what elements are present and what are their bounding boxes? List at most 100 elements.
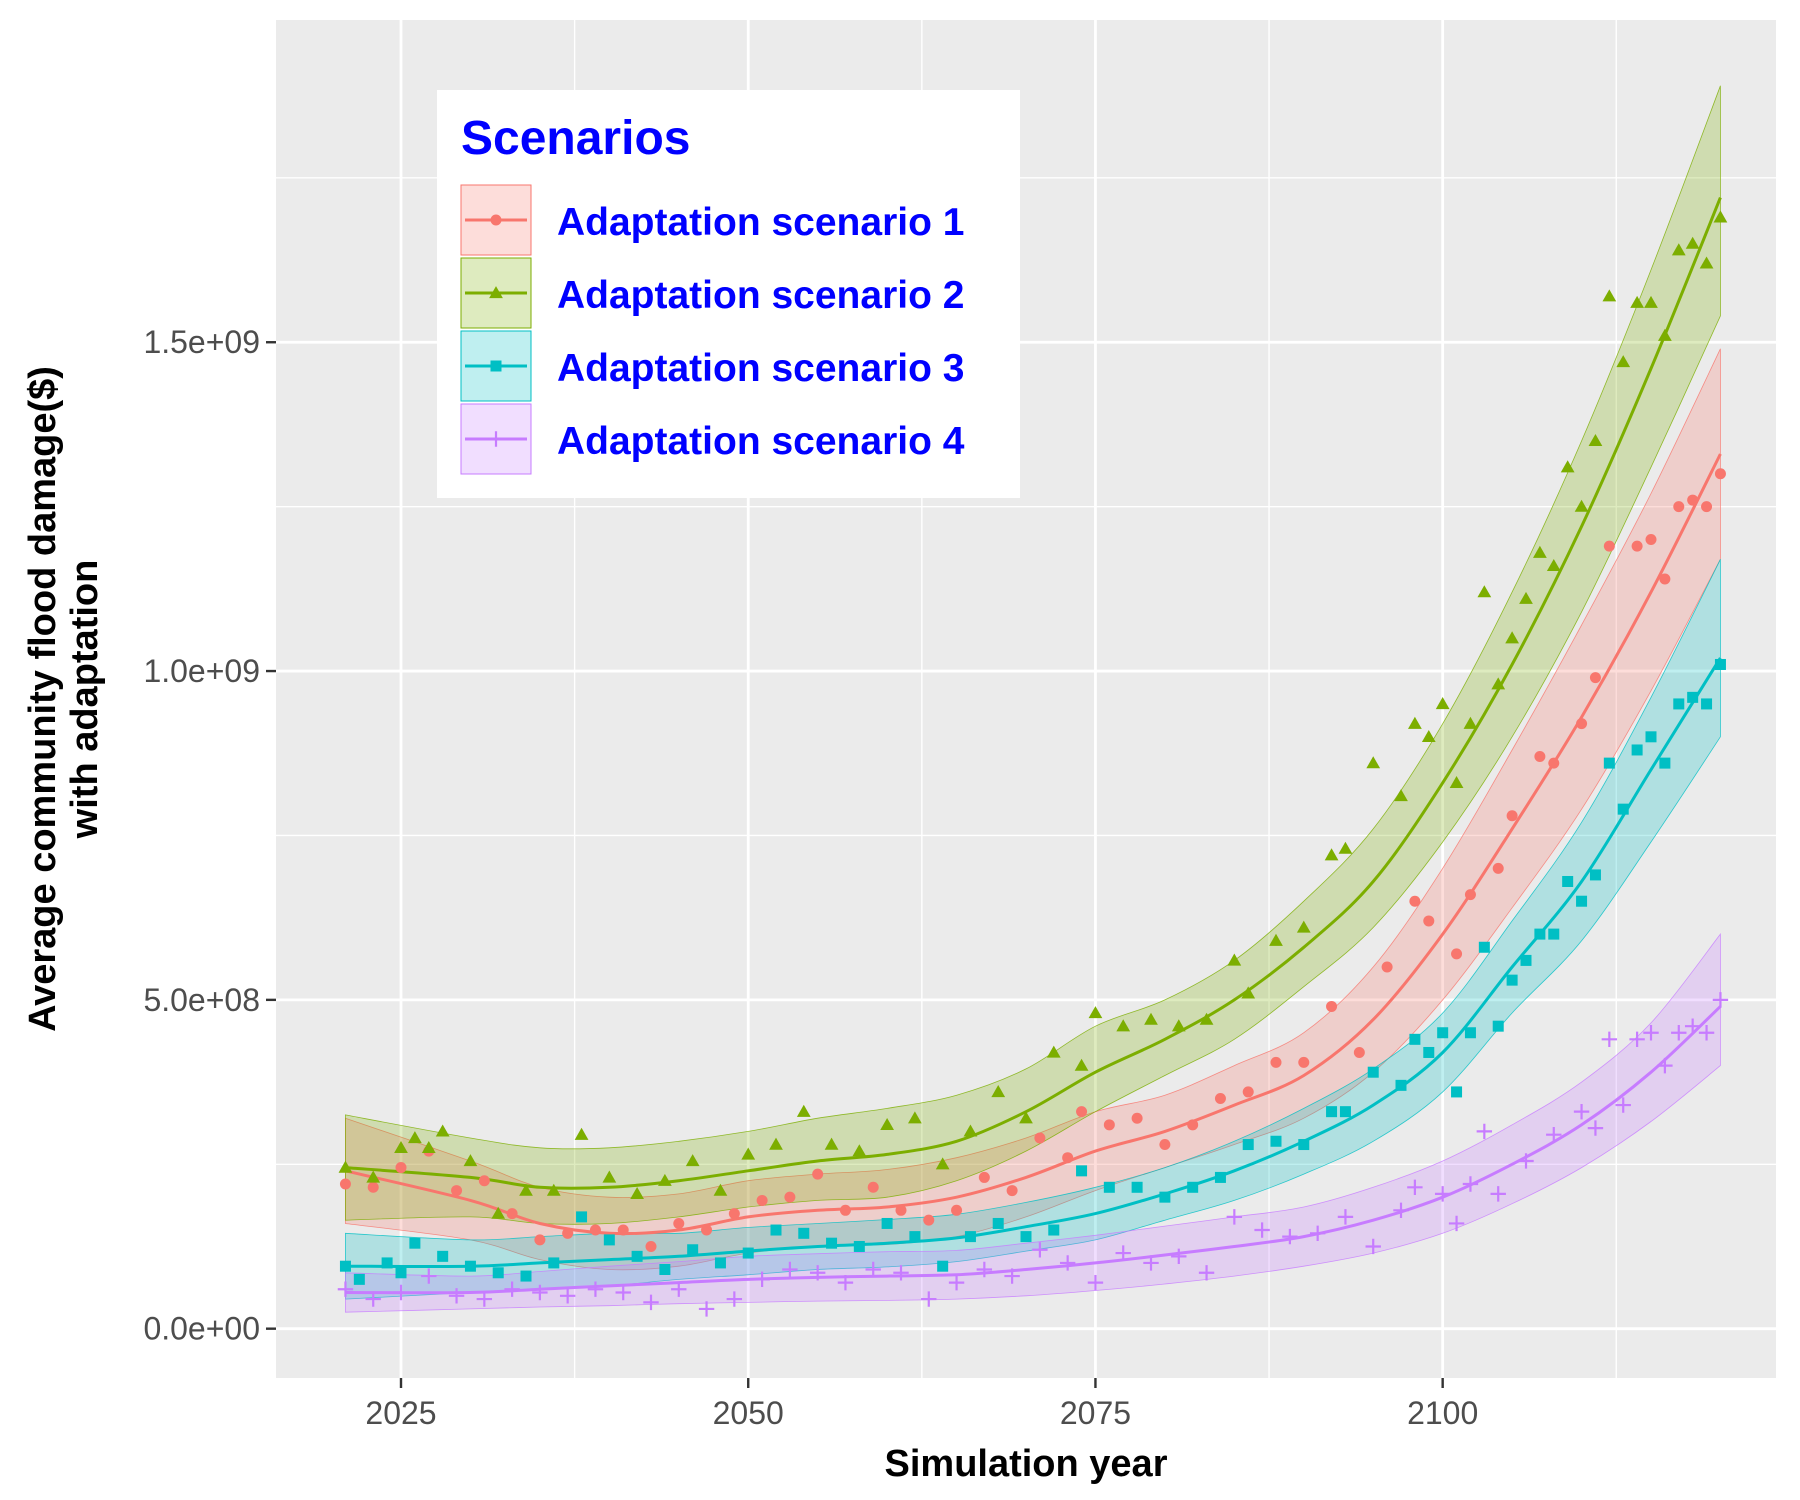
- data-point: [1574, 499, 1589, 512]
- data-point: [353, 1273, 365, 1285]
- data-point: [685, 1154, 700, 1167]
- data-point: [519, 1183, 533, 1196]
- data-point: [1712, 992, 1729, 1008]
- data-point: [1659, 573, 1671, 585]
- data-point: [1534, 751, 1546, 763]
- data-point: [1546, 558, 1561, 571]
- data-point: [1451, 948, 1463, 960]
- data-point: [1505, 631, 1519, 644]
- data-point: [1214, 1171, 1226, 1183]
- data-point: [852, 1144, 867, 1157]
- data-point: [701, 1224, 713, 1236]
- legend-items: Adaptation scenario 1 Adaptation scenario…: [460, 184, 965, 475]
- data-point: [673, 1217, 685, 1229]
- data-point: [532, 1284, 548, 1301]
- points-series-3: [339, 658, 1726, 1285]
- data-point: [1395, 1079, 1407, 1091]
- x-tick-label: 2075: [1060, 1395, 1131, 1431]
- data-point: [645, 1240, 657, 1252]
- data-point: [1434, 1186, 1451, 1202]
- data-point: [687, 1244, 699, 1256]
- data-point: [394, 1140, 408, 1153]
- data-point: [365, 1291, 381, 1307]
- data-point: [1588, 434, 1603, 447]
- data-point: [534, 1234, 546, 1246]
- y-tick-label: 0.0e+00: [143, 1311, 260, 1347]
- data-point: [1533, 545, 1547, 558]
- data-point: [421, 1268, 437, 1284]
- data-point: [1296, 920, 1311, 933]
- data-point: [1534, 928, 1546, 940]
- data-point: [1462, 1176, 1479, 1192]
- data-point: [881, 1217, 893, 1229]
- data-point: [1270, 1056, 1282, 1068]
- data-point: [935, 1157, 950, 1170]
- data-point: [1573, 1103, 1590, 1120]
- data-point: [1409, 895, 1421, 907]
- data-point: [1520, 954, 1532, 966]
- points-series-1: [339, 468, 1726, 1252]
- data-point: [1629, 1031, 1645, 1048]
- data-point: [1687, 691, 1699, 703]
- data-point: [1143, 1255, 1159, 1271]
- data-point: [1131, 1181, 1143, 1193]
- data-point: [1421, 729, 1436, 742]
- data-point: [1381, 961, 1393, 973]
- band-series-2: [345, 85, 1721, 1225]
- data-point: [1701, 698, 1713, 710]
- data-point: [435, 1124, 450, 1137]
- data-point: [1282, 1228, 1298, 1245]
- data-point: [1589, 672, 1601, 684]
- data-point: [1214, 1093, 1226, 1105]
- data-point: [1576, 718, 1588, 730]
- data-point: [658, 1173, 672, 1186]
- data-point: [741, 1147, 756, 1160]
- data-point: [1645, 731, 1657, 743]
- data-point: [574, 1127, 589, 1140]
- fit-line-series-3: [345, 657, 1722, 1268]
- data-point: [1477, 585, 1492, 598]
- data-point: [978, 1171, 990, 1183]
- data-point: [1423, 1046, 1435, 1058]
- data-point: [366, 1170, 381, 1183]
- y-axis-title-line1: Average community flood damage($): [22, 366, 64, 1032]
- data-point: [1171, 1019, 1186, 1032]
- data-point: [770, 1224, 782, 1236]
- data-point: [909, 1231, 921, 1243]
- data-point: [1241, 986, 1256, 999]
- data-point: [1326, 1106, 1338, 1118]
- data-point: [1673, 698, 1685, 710]
- data-point: [784, 1191, 796, 1203]
- data-point: [1601, 1031, 1618, 1048]
- legend-title: Scenarios: [461, 112, 690, 165]
- data-point: [1198, 1265, 1215, 1281]
- data-point: [1048, 1224, 1060, 1236]
- fit-lines: [345, 197, 1722, 1295]
- data-point: [1615, 1097, 1631, 1113]
- data-point: [1393, 1202, 1409, 1219]
- data-point: [742, 1247, 754, 1259]
- legend-item-2: Adaptation scenario 2: [460, 257, 964, 329]
- data-point: [1448, 1215, 1465, 1232]
- data-point: [976, 1261, 993, 1278]
- x-axis-title: Simulation year: [885, 1443, 1168, 1485]
- data-point: [880, 1117, 894, 1130]
- data-point: [1491, 677, 1506, 690]
- data-point: [951, 1204, 963, 1216]
- data-point: [921, 1291, 937, 1307]
- data-point: [964, 1231, 976, 1243]
- data-point: [1630, 295, 1644, 308]
- data-point: [1242, 1086, 1254, 1098]
- data-point: [809, 1265, 826, 1281]
- y-tick-label: 5.0e+08: [143, 982, 260, 1018]
- data-point: [1463, 716, 1478, 729]
- legend-label: Adaptation scenario 1: [557, 201, 964, 244]
- fit-line-series-4: [345, 1005, 1722, 1295]
- data-point: [337, 1281, 354, 1297]
- data-point: [1506, 810, 1518, 822]
- data-point: [409, 1237, 421, 1249]
- legend-item-1: Adaptation scenario 1: [460, 184, 964, 256]
- data-point: [1548, 928, 1560, 940]
- data-point: [1409, 1033, 1421, 1045]
- data-point: [798, 1227, 810, 1239]
